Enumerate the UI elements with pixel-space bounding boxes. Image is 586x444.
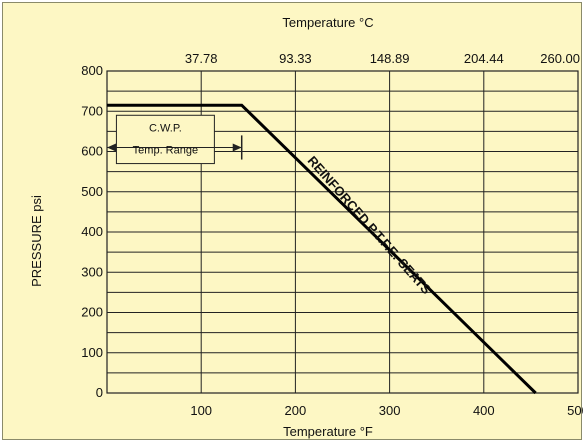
y-tick-label: 200 [81,305,103,320]
cwp-label-line1: C.W.P. [149,122,182,134]
top-tick-label: 204.44 [464,51,504,66]
y-tick-label: 800 [81,63,103,78]
y-tick-label: 100 [81,345,103,360]
y-tick-label: 600 [81,144,103,159]
y-tick-label: 400 [81,224,103,239]
top-tick-label: 93.33 [279,51,312,66]
top-tick-label: 37.78 [185,51,218,66]
x-tick-label: 400 [473,403,495,418]
x-tick-label: 300 [379,403,401,418]
series-line [107,103,537,395]
y-tick-label: 500 [81,184,103,199]
y-tick-label: 0 [96,385,103,400]
chart-title: Temperature °C [282,15,373,30]
x-axis-title: Temperature °F [283,424,373,439]
chart-frame: Temperature °C Temperature °F PRESSURE p… [2,2,583,440]
x-tick-label: 500 [567,403,583,418]
plot-border [106,70,579,394]
y-tick-label: 700 [81,103,103,118]
x-tick-label: 100 [190,403,212,418]
cwp-label-line2: Temp. Range [133,145,198,157]
top-tick-label: 260.00 [540,51,580,66]
cwp-arrow-left [107,143,116,152]
pressure-temperature-chart: Temperature °C Temperature °F PRESSURE p… [29,15,583,439]
top-tick-label: 148.89 [370,51,410,66]
y-tick-label: 300 [81,264,103,279]
cwp-arrow-right [232,143,242,152]
series-label: REINFORCED P.T.F.E. SEATS [305,153,435,297]
x-tick-label: 200 [285,403,307,418]
y-axis-title: PRESSURE psi [29,195,44,287]
cwp-box [115,114,215,165]
